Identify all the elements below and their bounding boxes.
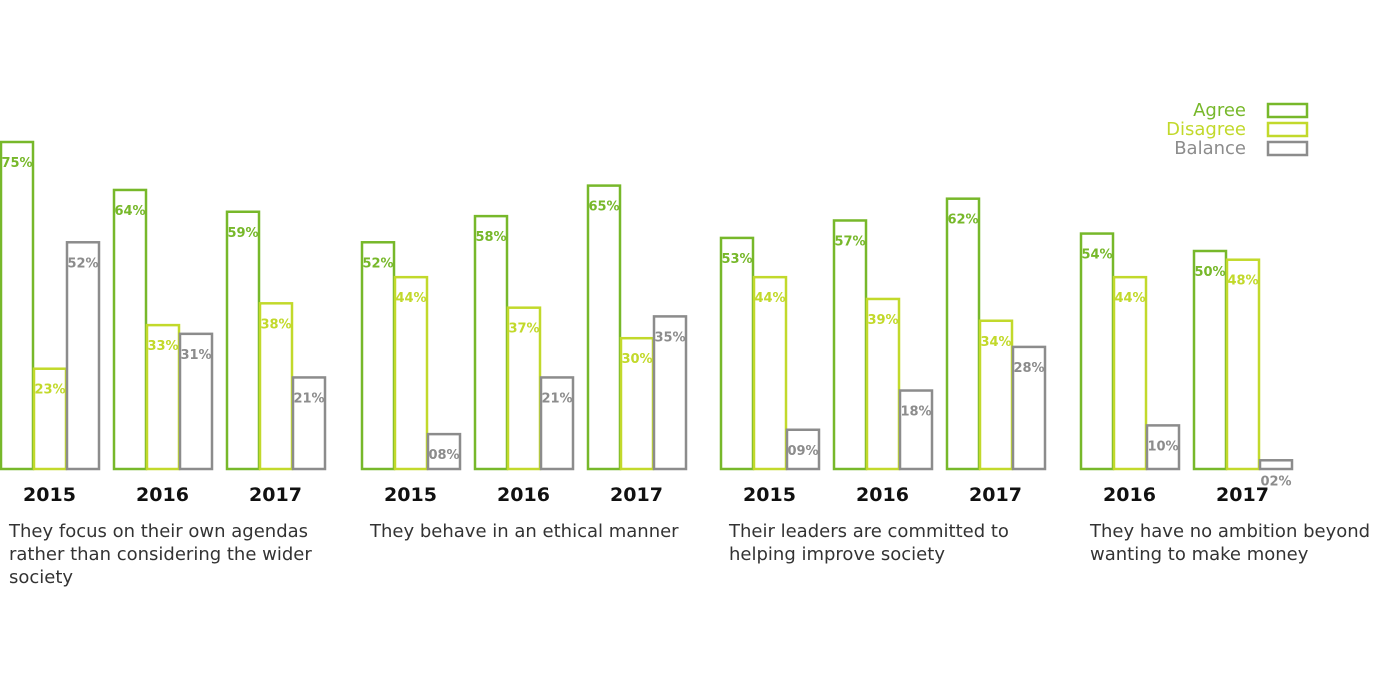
bar-value-label: 35%: [654, 330, 685, 345]
chart-caption-1: They focus on their own agendas rather t…: [9, 521, 312, 588]
bar-value-label: 54%: [1081, 248, 1112, 263]
year-tick-label: 2016: [856, 484, 909, 506]
year-tick-label: 2016: [136, 484, 189, 506]
bar-agree: [1079, 232, 1115, 471]
legend-label-disagree: Disagree: [1166, 119, 1246, 140]
bar-balance: [426, 432, 462, 471]
bar-value-label: 21%: [293, 391, 324, 406]
bar-value-label: 23%: [34, 383, 65, 398]
bar-balance: [291, 376, 327, 471]
bar-value-label: 53%: [721, 252, 752, 267]
bar-value-label: 33%: [147, 339, 178, 354]
year-tick-label: 2017: [1216, 484, 1269, 506]
bar-value-label: 52%: [362, 256, 393, 271]
bar-value-label: 44%: [1114, 291, 1145, 306]
year-tick-label: 2015: [743, 484, 796, 506]
bar-agree: [1192, 249, 1228, 471]
bar-disagree: [752, 275, 788, 471]
bar-value-label: 44%: [754, 291, 785, 306]
bar-agree: [0, 140, 35, 471]
bar-value-label: 52%: [67, 256, 98, 271]
year-tick-label: 2015: [384, 484, 437, 506]
bar-value-label: 10%: [1147, 439, 1178, 454]
bar-balance: [65, 241, 101, 471]
bar-disagree: [1225, 258, 1261, 471]
bar-agree: [832, 219, 868, 471]
year-tick-label: 2016: [497, 484, 550, 506]
bar-value-label: 75%: [1, 156, 32, 171]
bar-value-label: 34%: [980, 335, 1011, 350]
bar-value-label: 31%: [180, 348, 211, 363]
bar-balance: [898, 389, 934, 471]
bar-balance: [178, 332, 214, 471]
bar-value-label: 65%: [588, 200, 619, 215]
bar-value-label: 38%: [260, 317, 291, 332]
chart-caption-4: They have no ambition beyond wanting to …: [1090, 521, 1371, 565]
bar-value-label: 50%: [1194, 265, 1225, 280]
legend-swatch-disagree: [1266, 121, 1309, 138]
bar-balance: [652, 315, 688, 471]
bar-balance: [539, 376, 575, 471]
bar-disagree: [1112, 275, 1148, 471]
year-tick-label: 2017: [610, 484, 663, 506]
bar-value-label: 48%: [1227, 274, 1258, 289]
bar-agree: [112, 188, 148, 471]
chart-caption-2: They behave in an ethical manner: [370, 521, 679, 542]
bar-value-label: 37%: [508, 322, 539, 337]
bar-value-label: 18%: [900, 405, 931, 420]
bar-value-label: 44%: [395, 291, 426, 306]
bar-balance: [1011, 345, 1047, 471]
bar-value-label: 58%: [475, 230, 506, 245]
legend-label-agree: Agree: [1193, 100, 1246, 121]
year-tick-label: 2017: [969, 484, 1022, 506]
legend-swatch-balance: [1266, 140, 1309, 157]
bar-value-label: 39%: [867, 313, 898, 328]
bar-agree: [360, 241, 396, 471]
bar-balance: [1145, 424, 1181, 471]
bar-value-label: 09%: [787, 444, 818, 459]
bar-agree: [473, 214, 509, 471]
bar-agree: [719, 236, 755, 471]
bar-agree: [225, 210, 261, 471]
year-tick-label: 2015: [23, 484, 76, 506]
bar-balance: [785, 428, 821, 471]
bar-agree: [586, 184, 622, 471]
bar-value-label: 28%: [1013, 361, 1044, 376]
bar-value-label: 30%: [621, 352, 652, 367]
year-tick-label: 2017: [249, 484, 302, 506]
bar-disagree: [393, 275, 429, 471]
bar-value-label: 57%: [834, 234, 865, 249]
bar-agree: [945, 197, 981, 471]
bar-value-label: 59%: [227, 226, 258, 241]
chart-caption-3: Their leaders are committed to helping i…: [729, 521, 1009, 565]
bar-balance: [1258, 459, 1294, 471]
year-tick-label: 2016: [1103, 484, 1156, 506]
bar-value-label: 08%: [428, 448, 459, 463]
bar-disagree: [865, 297, 901, 471]
legend-label-balance: Balance: [1174, 138, 1246, 159]
bar-value-label: 02%: [1260, 474, 1291, 489]
bar-value-label: 21%: [541, 391, 572, 406]
legend-swatch-agree: [1266, 102, 1309, 119]
bar-value-label: 64%: [114, 204, 145, 219]
bar-value-label: 62%: [947, 213, 978, 228]
